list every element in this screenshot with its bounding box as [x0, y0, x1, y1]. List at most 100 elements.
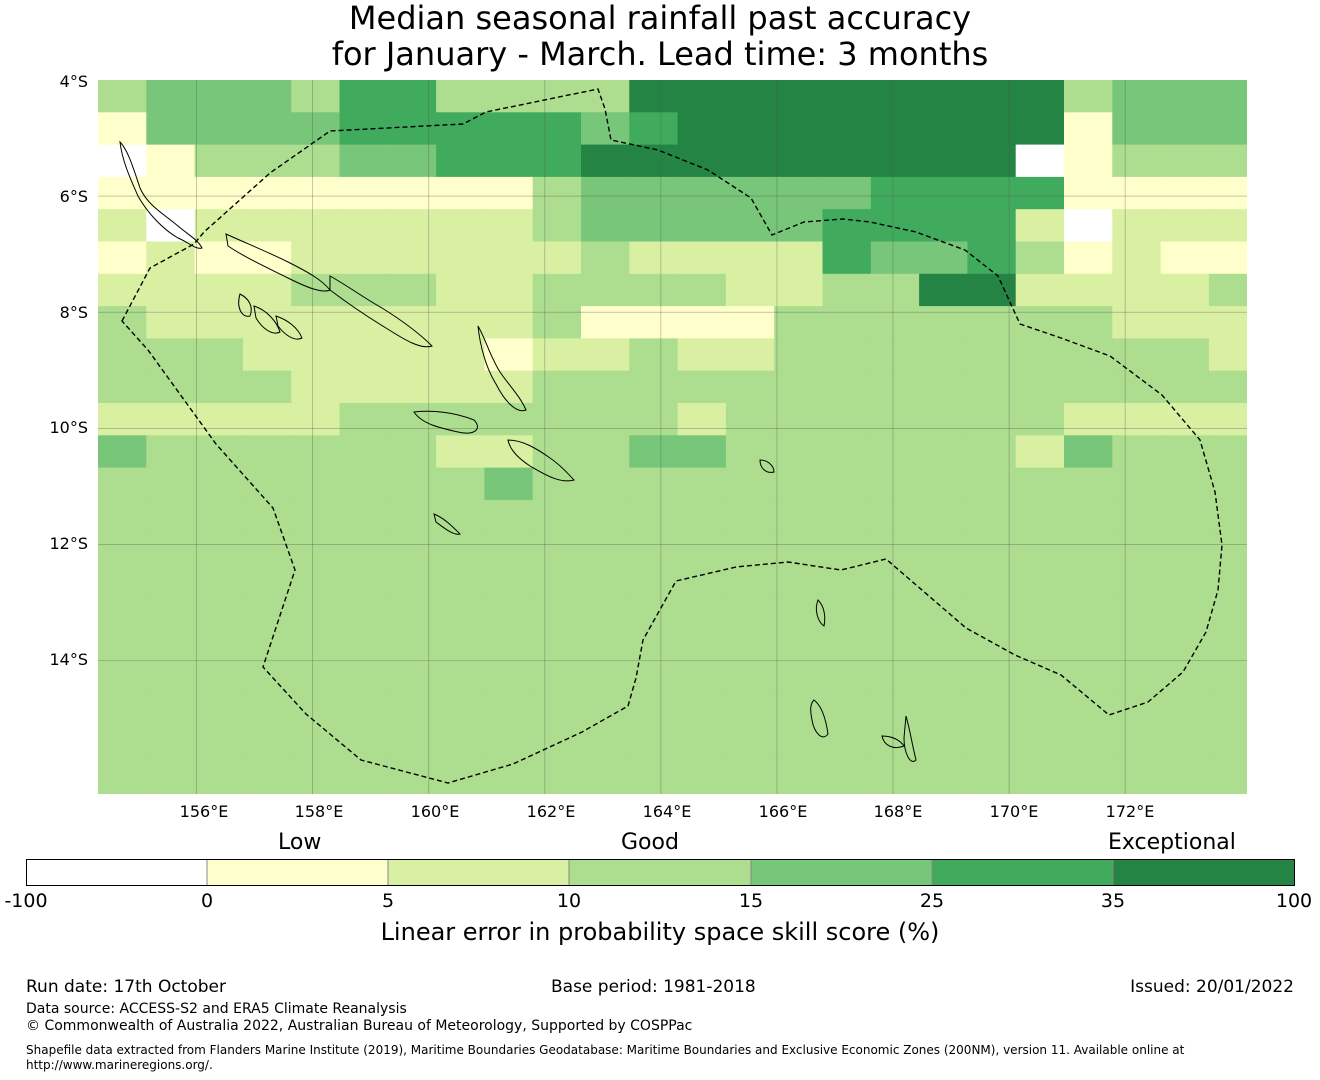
skill-cell — [194, 629, 244, 662]
skill-cell — [242, 209, 292, 243]
skill-cell — [1208, 564, 1247, 598]
skill-cell — [1208, 338, 1247, 372]
skill-cell — [774, 144, 824, 178]
skill-cell — [1160, 596, 1210, 630]
skill-cell — [870, 273, 920, 307]
skill-cell — [1015, 209, 1065, 243]
skill-cell — [339, 144, 389, 178]
skill-cell — [774, 209, 824, 243]
skill-cell — [242, 758, 292, 792]
skill-cell — [629, 403, 679, 436]
skill-cell — [532, 499, 582, 533]
skill-cell — [484, 370, 534, 404]
skill-cell — [1112, 338, 1162, 372]
skill-cell — [725, 726, 775, 759]
skill-cell — [532, 564, 582, 598]
skill-cell — [629, 661, 679, 695]
skill-cell — [774, 790, 824, 794]
skill-cell — [1208, 370, 1247, 404]
skill-cell — [98, 499, 147, 533]
skill-cell — [919, 499, 968, 533]
skill-cell — [629, 306, 679, 339]
skill-cell — [146, 532, 196, 566]
skill-cell — [822, 80, 872, 113]
skill-cell — [484, 661, 534, 695]
skill-cell — [532, 241, 582, 275]
skill-cell — [629, 338, 679, 372]
skill-cell — [677, 273, 727, 307]
skill-cell — [774, 338, 824, 372]
lon-label-158e: 158°E — [294, 802, 344, 821]
skill-cell — [581, 726, 630, 759]
skill-cell — [98, 209, 147, 243]
skill-cell — [387, 80, 437, 113]
skill-cell — [1064, 241, 1113, 275]
skill-cell — [242, 661, 292, 695]
skill-cell — [919, 112, 968, 146]
skill-cell — [1208, 726, 1247, 759]
skill-cell — [967, 112, 1017, 146]
skill-cell — [146, 273, 196, 307]
skill-cell — [1015, 112, 1065, 146]
skill-cell — [870, 144, 920, 178]
skill-cell — [387, 403, 437, 436]
skill-cell — [1208, 273, 1247, 307]
skill-cell — [146, 435, 196, 469]
skill-cell — [1160, 629, 1210, 662]
colorbar-tick-15: 15 — [738, 890, 764, 912]
skill-cell — [1064, 758, 1113, 792]
skill-cell — [1015, 661, 1065, 695]
skill-cell — [725, 532, 775, 566]
skill-cell — [1208, 403, 1247, 436]
skill-cell — [1160, 564, 1210, 598]
island-outline — [413, 410, 478, 434]
skill-cell — [919, 564, 968, 598]
skill-cell — [484, 403, 534, 436]
skill-cell — [291, 596, 341, 630]
skill-cell — [436, 209, 485, 243]
skill-cell — [387, 758, 437, 792]
skill-cell — [1064, 726, 1113, 759]
skill-cell — [1064, 532, 1113, 566]
skill-cell — [677, 564, 727, 598]
skill-cell — [1015, 370, 1065, 404]
skill-cell — [194, 435, 244, 469]
colorbar-tick-5: 5 — [381, 890, 395, 912]
lon-label-166e: 166°E — [758, 802, 808, 821]
island-outline — [433, 513, 461, 535]
skill-cell — [822, 564, 872, 598]
island-outline — [238, 293, 252, 317]
skill-cell — [581, 564, 630, 598]
skill-cell — [484, 241, 534, 275]
skill-cell — [822, 596, 872, 630]
lat-label-4s: 4°S — [59, 72, 88, 91]
data-source: Data source: ACCESS-S2 and ERA5 Climate … — [26, 1001, 407, 1017]
skill-cell — [1160, 80, 1210, 113]
skill-cell — [1015, 338, 1065, 372]
skill-cell — [1208, 209, 1247, 243]
skill-cell — [98, 629, 147, 662]
skill-cell — [146, 790, 196, 794]
skill-cell — [194, 403, 244, 436]
skill-cell — [919, 629, 968, 662]
skill-cell — [1112, 80, 1162, 113]
skill-cell — [581, 306, 630, 339]
skill-cell — [1015, 693, 1065, 727]
skill-cell — [436, 144, 485, 178]
colorbar-label: Linear error in probability space skill … — [380, 918, 940, 946]
skill-cell — [629, 241, 679, 275]
skill-cell — [870, 370, 920, 404]
skill-cell — [725, 790, 775, 794]
skill-cell — [1208, 532, 1247, 566]
skill-cell — [1064, 564, 1113, 598]
skill-cell — [581, 176, 630, 210]
skill-cell — [870, 532, 920, 566]
island-outline — [477, 325, 527, 412]
skill-cell — [967, 693, 1017, 727]
skill-cell — [967, 241, 1017, 275]
skill-cell — [1015, 726, 1065, 759]
skill-cell — [919, 241, 968, 275]
skill-cell — [822, 338, 872, 372]
skill-cell — [677, 338, 727, 372]
skill-cell — [194, 338, 244, 372]
